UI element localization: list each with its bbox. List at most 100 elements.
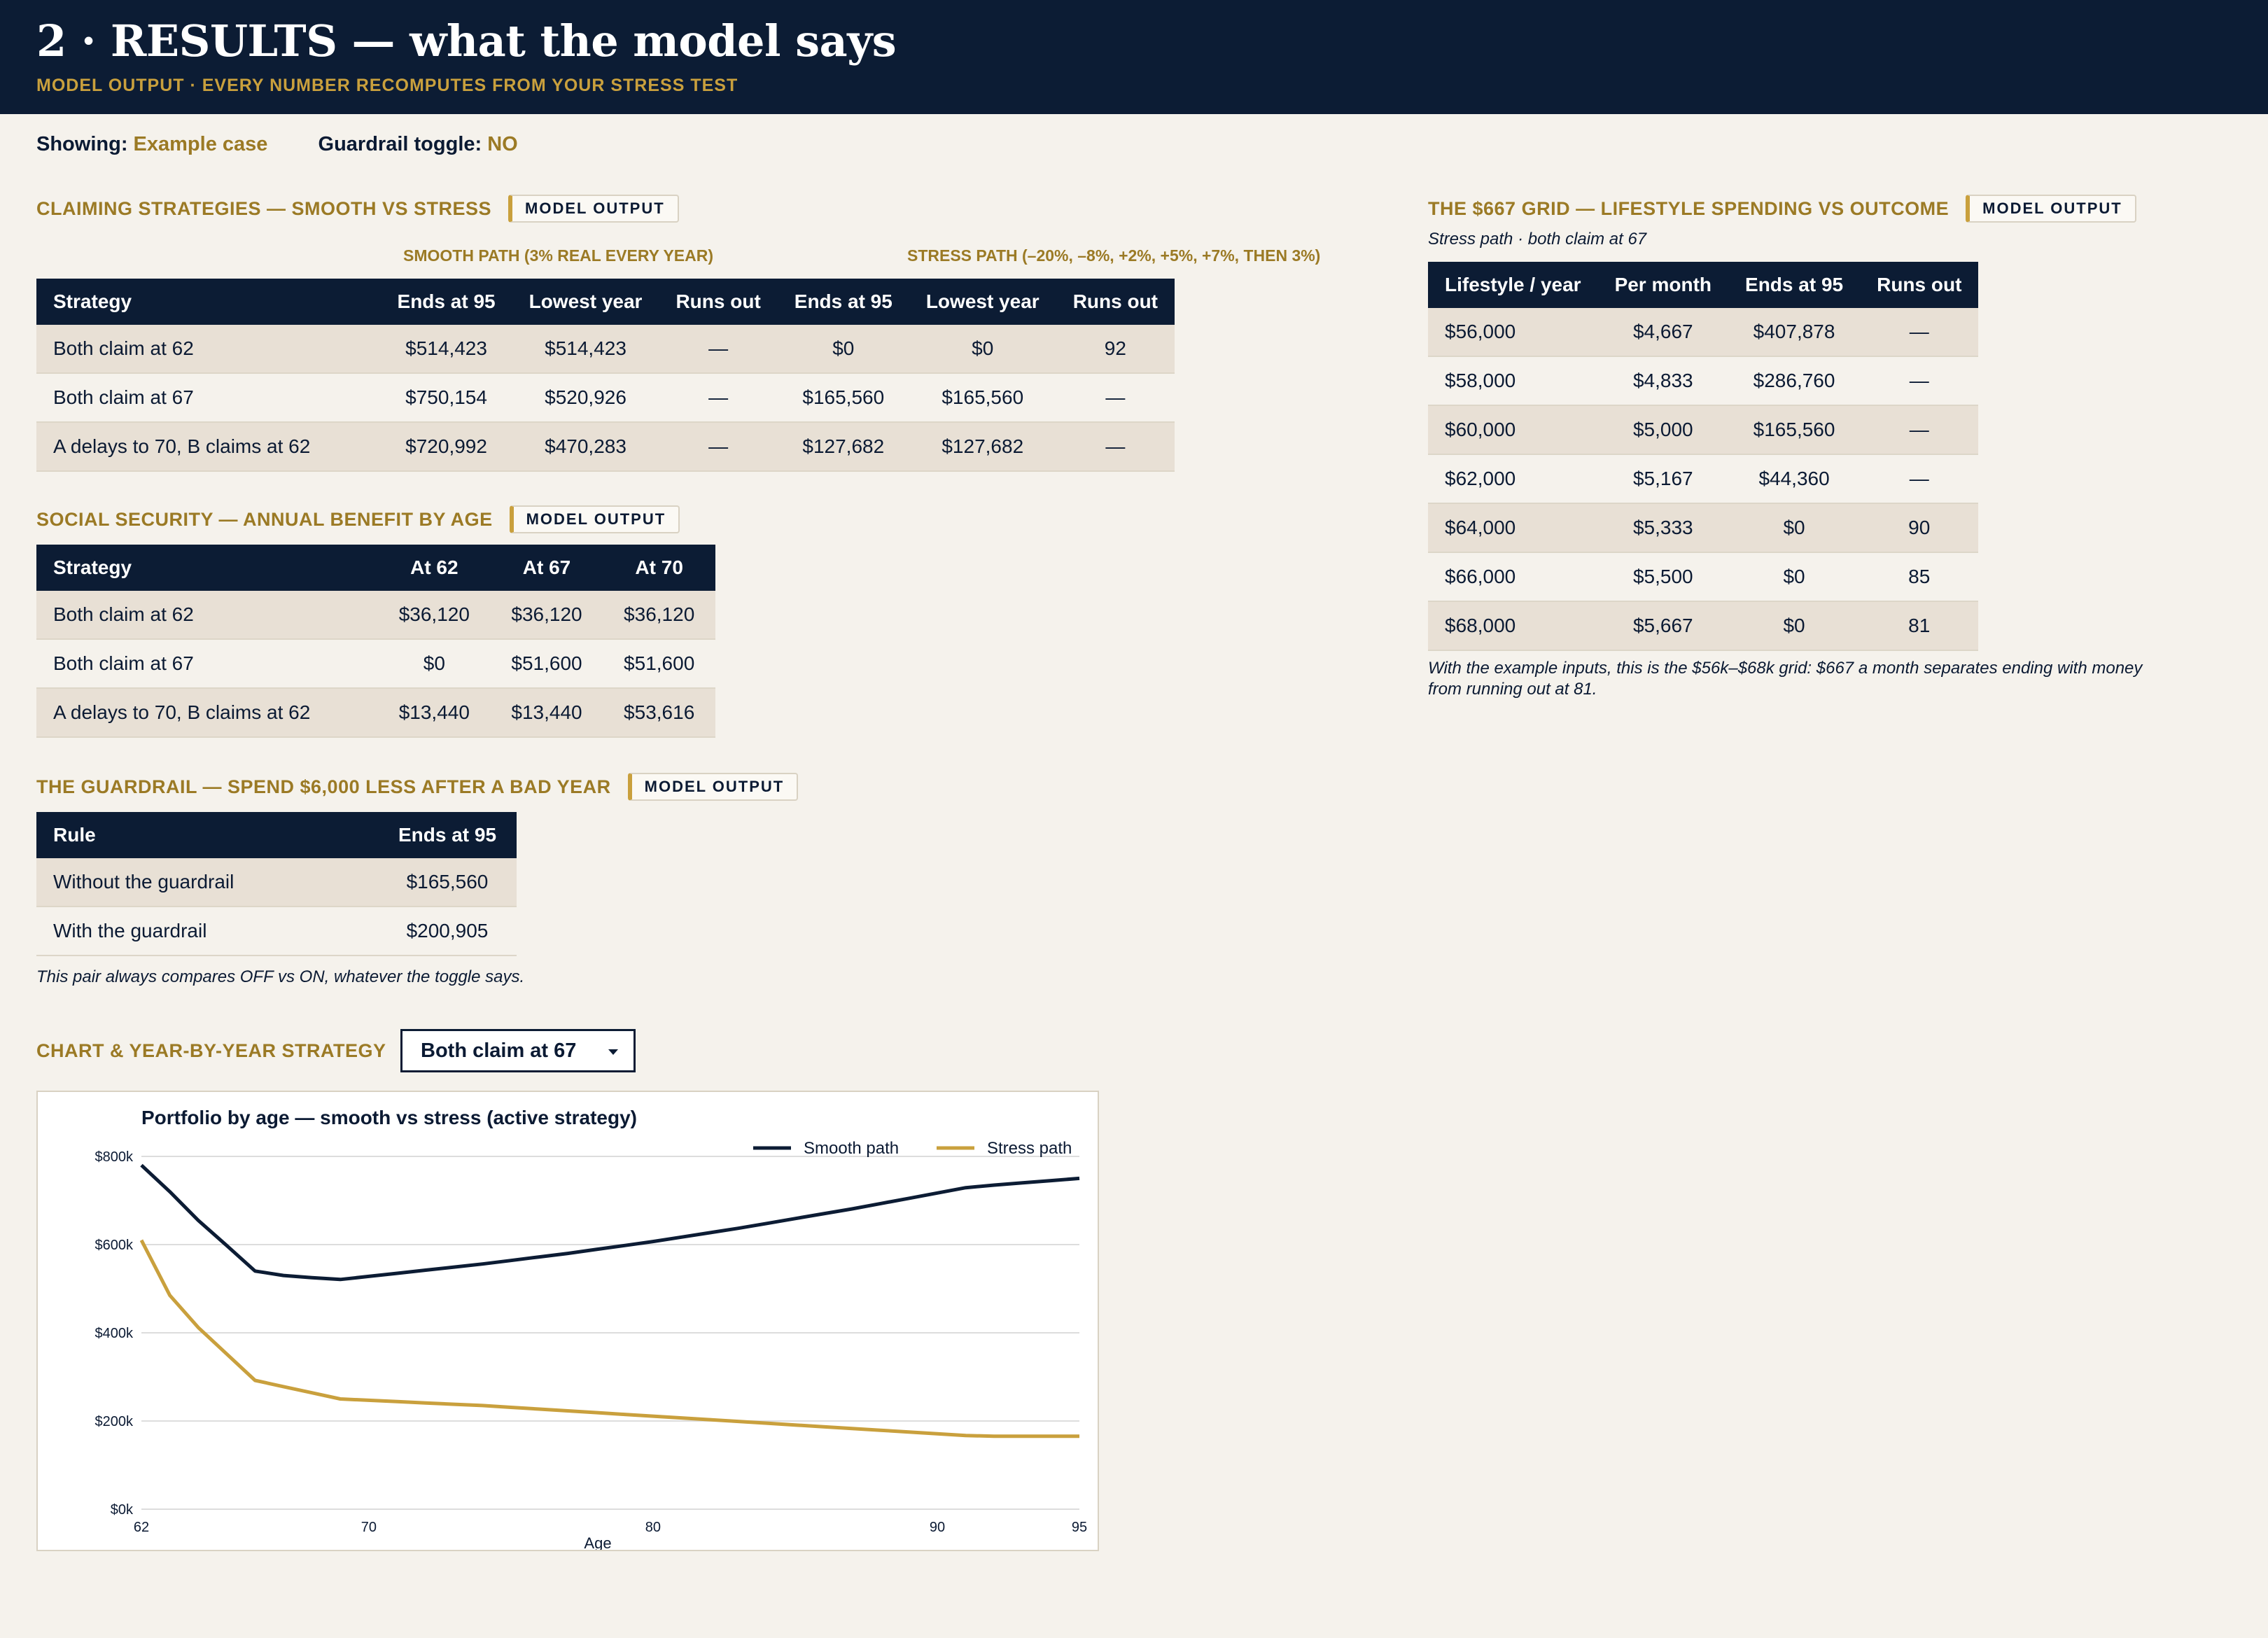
grid-subtitle: Stress path · both claim at 67 [1428, 230, 1647, 248]
table-cell: $0 [1728, 601, 1861, 651]
x-axis-label: Age [584, 1534, 611, 1550]
column-header: Strategy [36, 545, 378, 591]
grid-section-title: THE $667 GRID — LIFESTYLE SPENDING VS OU… [1428, 195, 2136, 223]
table-cell: $56,000 [1428, 308, 1598, 357]
chart-section-title: CHART & YEAR-BY-YEAR STRATEGY [36, 1040, 386, 1062]
table-cell: $58,000 [1428, 356, 1598, 406]
table-cell: Both claim at 62 [36, 591, 378, 640]
table-cell: $66,000 [1428, 552, 1598, 602]
column-header: Runs out [1860, 262, 1979, 308]
grid-note: With the example inputs, this is the $56… [1428, 659, 2143, 699]
column-header: At 67 [490, 545, 603, 591]
table-cell: $44,360 [1728, 454, 1861, 504]
table-cell: — [1860, 454, 1979, 504]
column-header: Rule [36, 812, 378, 858]
column-header: At 62 [378, 545, 491, 591]
table-cell: $13,440 [378, 688, 491, 738]
table-cell: $200,905 [378, 906, 517, 956]
column-header: Ends at 95 [380, 279, 512, 325]
model-output-badge: MODEL OUTPUT [508, 195, 679, 223]
x-tick-label: 95 [1072, 1520, 1087, 1535]
column-header: At 70 [603, 545, 715, 591]
table-cell: $0 [777, 325, 909, 374]
table-cell: $5,000 [1597, 405, 1729, 455]
guardrail-label: Guardrail toggle: [318, 133, 482, 155]
table-row: Both claim at 67 $750,154 $520,926 — $16… [36, 373, 1175, 423]
table-cell: Both claim at 67 [36, 373, 381, 423]
table-cell: 81 [1860, 601, 1979, 651]
strategy-select-value: Both claim at 67 [421, 1039, 577, 1062]
table-cell: $62,000 [1428, 454, 1598, 504]
table-cell: $720,992 [380, 422, 512, 472]
y-tick-label: $400k [95, 1326, 134, 1341]
table-cell: $64,000 [1428, 503, 1598, 553]
table-cell: — [659, 422, 778, 472]
chevron-down-icon [608, 1049, 618, 1055]
status-line: Showing: Example case Guardrail toggle: … [36, 133, 518, 156]
strategy-select[interactable]: Both claim at 67 [400, 1029, 636, 1072]
table-row: $60,000 $5,000 $165,560 — [1428, 405, 1979, 455]
guardrail-title-text: THE GUARDRAIL — SPEND $6,000 LESS AFTER … [36, 776, 611, 797]
table-cell: With the guardrail [36, 906, 378, 956]
table-row: $56,000 $4,667 $407,878 — [1428, 308, 1979, 357]
table-row: $66,000 $5,500 $0 85 [1428, 552, 1979, 602]
table-cell: $36,120 [603, 591, 715, 640]
table-row: A delays to 70, B claims at 62 $13,440 $… [36, 688, 715, 738]
table-cell: $36,120 [378, 591, 491, 640]
column-header: Strategy [36, 279, 381, 325]
chart-title: Portfolio by age — smooth vs stress (act… [141, 1107, 637, 1128]
claiming-section-title: CLAIMING STRATEGIES — SMOOTH VS STRESS M… [36, 195, 679, 223]
table-cell: Both claim at 67 [36, 639, 378, 689]
legend-label: Smooth path [804, 1139, 899, 1158]
table-row: $64,000 $5,333 $0 90 [1428, 503, 1979, 553]
table-cell: 92 [1056, 325, 1175, 374]
guardrail-value: NO [487, 133, 518, 155]
table-cell: $51,600 [603, 639, 715, 689]
table-cell: $36,120 [490, 591, 603, 640]
table-cell: — [1860, 405, 1979, 455]
column-header: Runs out [1056, 279, 1175, 325]
table-row: $58,000 $4,833 $286,760 — [1428, 356, 1979, 406]
table-cell: $520,926 [512, 373, 659, 423]
guardrail-note: This pair always compares OFF vs ON, wha… [36, 967, 525, 986]
claiming-table: Strategy Ends at 95 Lowest year Runs out… [36, 279, 1175, 472]
table-cell: $286,760 [1728, 356, 1861, 406]
table-row: Without the guardrail $165,560 [36, 858, 517, 907]
model-output-badge: MODEL OUTPUT [509, 505, 680, 533]
x-tick-label: 80 [645, 1520, 661, 1535]
table-cell: $5,667 [1597, 601, 1729, 651]
model-output-badge: MODEL OUTPUT [627, 773, 799, 801]
table-cell: A delays to 70, B claims at 62 [36, 688, 378, 738]
column-header: Lowest year [909, 279, 1056, 325]
x-tick-label: 90 [930, 1520, 945, 1535]
grid-title-text: THE $667 GRID — LIFESTYLE SPENDING VS OU… [1428, 197, 1949, 219]
table-cell: $127,682 [909, 422, 1056, 472]
table-cell: $51,600 [490, 639, 603, 689]
table-cell: $165,560 [909, 373, 1056, 423]
y-tick-label: $200k [95, 1414, 134, 1429]
guardrail-section-title: THE GUARDRAIL — SPEND $6,000 LESS AFTER … [36, 773, 799, 801]
social-security-title-text: SOCIAL SECURITY — ANNUAL BENEFIT BY AGE [36, 508, 493, 530]
column-header: Per month [1597, 262, 1729, 308]
table-row: Both claim at 62 $514,423 $514,423 — $0 … [36, 325, 1175, 374]
table-cell: — [1056, 422, 1175, 472]
model-output-badge: MODEL OUTPUT [1966, 195, 2136, 223]
table-cell: $514,423 [512, 325, 659, 374]
showing-label: Showing: [36, 133, 128, 155]
table-cell: $514,423 [380, 325, 512, 374]
table-cell: $4,667 [1597, 308, 1729, 357]
chart-section-title-text: CHART & YEAR-BY-YEAR STRATEGY [36, 1040, 386, 1061]
table-cell: $165,560 [1728, 405, 1861, 455]
column-header: Ends at 95 [378, 812, 517, 858]
table-cell: A delays to 70, B claims at 62 [36, 422, 381, 472]
table-cell: Both claim at 62 [36, 325, 381, 374]
column-header: Ends at 95 [777, 279, 909, 325]
table-cell: $0 [1728, 552, 1861, 602]
table-cell: $5,500 [1597, 552, 1729, 602]
table-cell: $5,333 [1597, 503, 1729, 553]
portfolio-chart: Portfolio by age — smooth vs stress (act… [95, 1107, 1088, 1552]
table-cell: 85 [1860, 552, 1979, 602]
social-security-table: Strategy At 62 At 67 At 70 Both claim at… [36, 545, 715, 738]
table-cell: $165,560 [777, 373, 909, 423]
series-line-smooth [140, 1163, 1080, 1282]
